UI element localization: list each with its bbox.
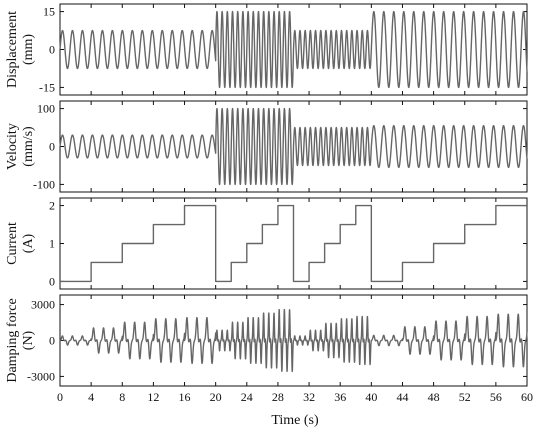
x-tick-label: 48 bbox=[428, 390, 440, 404]
panel-2-y-tick-label: 100 bbox=[37, 102, 55, 116]
x-tick-label: 12 bbox=[147, 390, 159, 404]
panel-3-y-tick-label: 2 bbox=[49, 199, 55, 213]
x-tick-label: 16 bbox=[179, 390, 191, 404]
panel-1-y-tick-label: -15 bbox=[39, 80, 55, 94]
x-tick-label: 8 bbox=[119, 390, 125, 404]
x-tick-label: 28 bbox=[272, 390, 284, 404]
panel-2-y-title-line2: (mm/s) bbox=[21, 126, 36, 167]
x-axis-title: Time (s) bbox=[271, 413, 319, 428]
x-tick-label: 40 bbox=[365, 390, 377, 404]
panel-3-y-tick-label: 0 bbox=[49, 274, 55, 288]
panel-4-y-tick-label: -3000 bbox=[27, 369, 55, 383]
x-tick-label: 60 bbox=[521, 390, 533, 404]
panel-4-y-title-line2: (N) bbox=[21, 330, 36, 350]
panel-1-y-title-line1: Displacement bbox=[5, 11, 20, 88]
panel-4-y-tick-label: 3000 bbox=[31, 298, 55, 312]
x-tick-label: 32 bbox=[303, 390, 315, 404]
panel-3-y-title-line1: Current bbox=[5, 222, 20, 265]
panel-4-y-title-line1: Damping force bbox=[5, 298, 20, 382]
panel-1-y-tick-label: 0 bbox=[49, 43, 55, 57]
x-tick-label: 56 bbox=[490, 390, 502, 404]
panel-1-y-title-line2: (mm) bbox=[21, 34, 36, 65]
x-tick-label: 4 bbox=[88, 390, 94, 404]
panel-2-y-tick-label: -100 bbox=[33, 177, 55, 191]
panel-1-trace bbox=[59, 10, 528, 89]
panel-2-trace bbox=[59, 107, 528, 186]
panel-4-y-tick-label: 0 bbox=[49, 334, 55, 348]
x-tick-label: 36 bbox=[334, 390, 346, 404]
panel-4-trace bbox=[59, 308, 528, 373]
x-tick-label: 44 bbox=[396, 390, 408, 404]
panel-1-y-tick-label: 15 bbox=[43, 5, 55, 19]
x-tick-label: 52 bbox=[459, 390, 471, 404]
panel-3-y-tick-label: 1 bbox=[49, 237, 55, 251]
panel-2-y-tick-label: 0 bbox=[49, 140, 55, 154]
panel-2-y-title-line1: Velocity bbox=[5, 123, 20, 170]
x-tick-label: 20 bbox=[210, 390, 222, 404]
x-tick-label: 24 bbox=[241, 390, 253, 404]
panel-3-trace bbox=[60, 204, 527, 283]
panel-3-y-title-line2: (A) bbox=[21, 233, 36, 253]
x-tick-label: 0 bbox=[57, 390, 63, 404]
